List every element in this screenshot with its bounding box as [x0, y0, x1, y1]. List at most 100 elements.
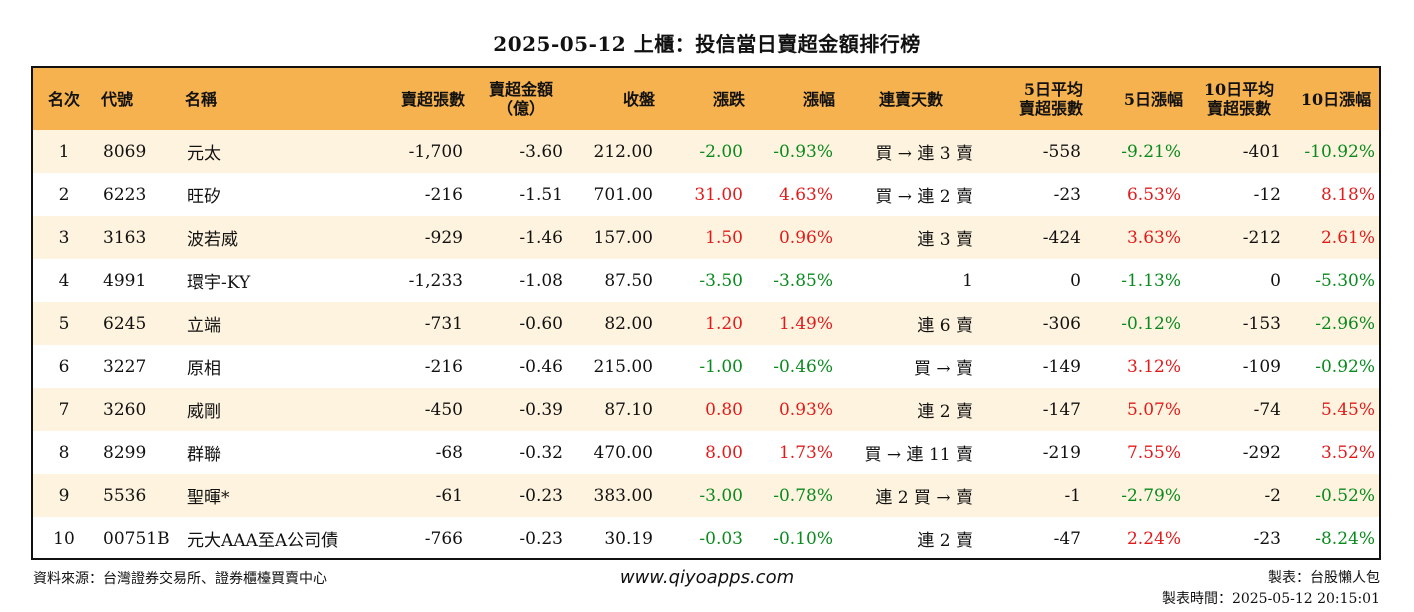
cell-pct5: 3.63%	[1126, 227, 1181, 248]
cell-avg10: 0	[1270, 270, 1281, 291]
column-header-pct10: 10日漲幅	[1300, 89, 1372, 109]
table-row: 9 5536 聖暉* -61 -0.23 383.00 -3.00 -0.78% 連 2 買 →…	[33, 474, 1379, 517]
footer-credits: 製表：台股懶人包 製表時間：2025-05-12 20:15:01	[1162, 568, 1380, 610]
cell-code: 3260	[103, 399, 147, 420]
cell-close: 87.10	[604, 399, 653, 420]
cell-name: 原相	[187, 359, 221, 379]
cell-rank: 6	[58, 356, 70, 377]
cell-pct: -0.10%	[773, 528, 833, 549]
cell-pct5: 3.12%	[1126, 356, 1181, 377]
cell-avg10: -109	[1242, 356, 1281, 377]
cell-avg10: -401	[1242, 141, 1281, 162]
column-header-rank: 名次	[47, 89, 80, 109]
cell-streak: 連 2 賣	[917, 531, 973, 551]
cell-sell-shares: -216	[424, 356, 463, 377]
cell-sell-shares: -450	[424, 399, 463, 420]
cell-pct5: -1.13%	[1121, 270, 1181, 291]
cell-change: 1.20	[705, 313, 743, 334]
cell-close: 215.00	[593, 356, 653, 377]
table-row: 2 6223 旺矽 -216 -1.51 701.00 31.00 4.63% 買 → 連 2 …	[33, 173, 1379, 216]
cell-change: -0.03	[699, 528, 743, 549]
cell-change: -3.50	[699, 270, 743, 291]
cell-sell-amount: -0.32	[519, 442, 563, 463]
cell-code: 8299	[103, 442, 147, 463]
cell-streak: 買 → 連 3 賣	[875, 144, 973, 164]
table-header: 名次 代號 名稱 賣超張數 賣超金額 （億） 收盤 漲跌 漲幅 連賣天數 5日平均 賣超張數 5日漲…	[33, 68, 1379, 130]
cell-pct10: 3.52%	[1320, 442, 1375, 463]
cell-pct10: 5.45%	[1320, 399, 1375, 420]
cell-pct5: 2.24%	[1126, 528, 1181, 549]
cell-avg10: -153	[1242, 313, 1281, 334]
cell-sell-amount: -1.51	[519, 184, 563, 205]
table-row: 1 8069 元太 -1,700 -3.60 212.00 -2.00 -0.93% 買 → 連…	[33, 130, 1379, 173]
cell-change: 1.50	[705, 227, 743, 248]
cell-streak: 連 2 賣	[917, 402, 973, 422]
cell-change: -3.00	[699, 485, 743, 506]
cell-pct: -0.46%	[773, 356, 833, 377]
cell-pct10: -2.96%	[1315, 313, 1375, 334]
cell-rank: 2	[58, 184, 70, 205]
table-row: 3 3163 波若威 -929 -1.46 157.00 1.50 0.96% 連 3 賣 -42…	[33, 216, 1379, 259]
cell-pct5: 5.07%	[1126, 399, 1181, 420]
cell-sell-amount: -0.23	[519, 485, 563, 506]
cell-streak: 連 6 賣	[917, 316, 973, 336]
cell-code: 6223	[103, 184, 147, 205]
cell-streak: 連 3 賣	[917, 230, 973, 250]
cell-rank: 1	[58, 141, 70, 162]
cell-code: 8069	[103, 141, 147, 162]
cell-close: 470.00	[593, 442, 653, 463]
cell-pct: 1.73%	[778, 442, 833, 463]
cell-sell-amount: -1.08	[519, 270, 563, 291]
cell-avg5: -23	[1053, 184, 1081, 205]
cell-close: 87.50	[604, 270, 653, 291]
cell-avg5: -47	[1053, 528, 1081, 549]
cell-sell-shares: -731	[424, 313, 463, 334]
cell-sell-shares: -216	[424, 184, 463, 205]
cell-pct10: -5.30%	[1315, 270, 1375, 291]
cell-close: 82.00	[604, 313, 653, 334]
cell-sell-shares: -766	[424, 528, 463, 549]
cell-sell-shares: -929	[424, 227, 463, 248]
cell-close: 30.19	[604, 528, 653, 549]
cell-pct: 4.63%	[778, 184, 833, 205]
cell-pct10: 2.61%	[1320, 227, 1375, 248]
cell-avg10: -23	[1253, 528, 1281, 549]
cell-sell-amount: -3.60	[519, 141, 563, 162]
cell-code: 5536	[103, 485, 147, 506]
cell-change: 8.00	[705, 442, 743, 463]
cell-change: -1.00	[699, 356, 743, 377]
column-header-pct5: 5日漲幅	[1123, 89, 1183, 109]
column-header-avg5: 5日平均 賣超張數	[1018, 80, 1083, 118]
cell-streak: 買 → 連 11 賣	[864, 445, 974, 465]
website-link[interactable]: www.qiyoapps.com	[619, 567, 795, 588]
cell-close: 157.00	[593, 227, 653, 248]
cell-pct10: -8.24%	[1315, 528, 1375, 549]
cell-sell-amount: -0.23	[519, 528, 563, 549]
cell-name: 聖暉*	[187, 488, 230, 508]
column-header-avg10: 10日平均 賣超張數	[1203, 80, 1275, 118]
cell-sell-shares: -61	[435, 485, 463, 506]
cell-name: 旺矽	[187, 187, 221, 207]
cell-name: 元大AAA至A公司債	[187, 531, 339, 551]
cell-avg5: -149	[1042, 356, 1081, 377]
cell-pct10: -0.92%	[1315, 356, 1375, 377]
cell-pct5: -9.21%	[1121, 141, 1181, 162]
cell-avg5: 0	[1070, 270, 1081, 291]
cell-sell-shares: -1,700	[408, 141, 463, 162]
cell-avg5: -558	[1042, 141, 1081, 162]
cell-sell-amount: -0.60	[519, 313, 563, 334]
cell-close: 701.00	[593, 184, 653, 205]
table-row: 6 3227 原相 -216 -0.46 215.00 -1.00 -0.46% 買 → 賣 -1…	[33, 345, 1379, 388]
cell-sell-shares: -1,233	[408, 270, 463, 291]
column-header-pct: 漲幅	[802, 89, 835, 109]
column-header-sell-amount: 賣超金額 （億）	[488, 80, 553, 118]
cell-code: 6245	[103, 313, 147, 334]
table-row: 8 8299 群聯 -68 -0.32 470.00 8.00 1.73% 買 → 連 11 賣…	[33, 431, 1379, 474]
cell-pct: 1.49%	[778, 313, 833, 334]
cell-rank: 3	[58, 227, 70, 248]
data-source: 資料來源：台灣證券交易所、證券櫃檯買賣中心	[33, 571, 327, 587]
cell-avg10: -2	[1264, 485, 1281, 506]
cell-pct: -0.78%	[773, 485, 833, 506]
cell-pct: -3.85%	[773, 270, 833, 291]
column-header-close: 收盤	[622, 89, 655, 109]
